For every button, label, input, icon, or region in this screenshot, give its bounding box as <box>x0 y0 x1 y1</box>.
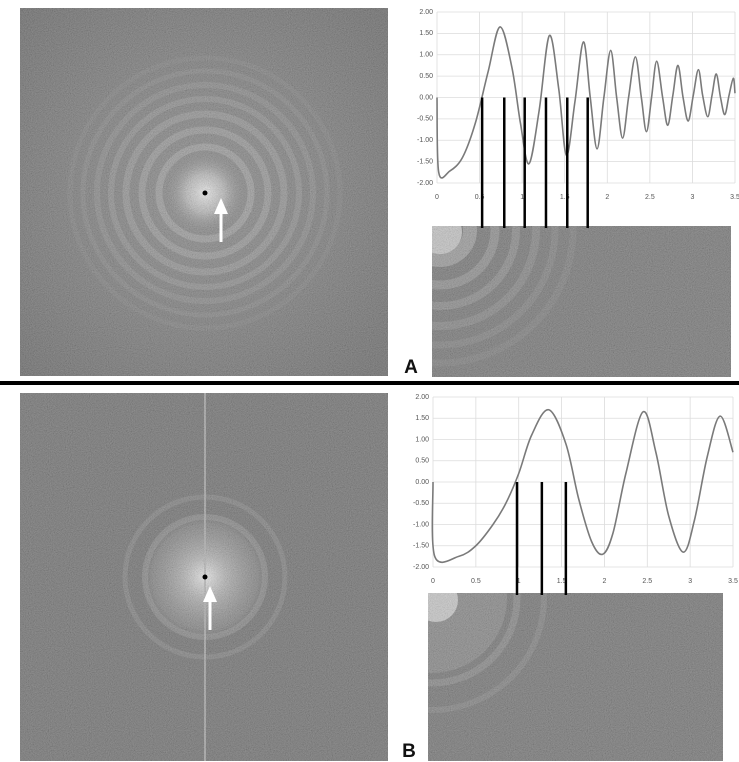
y-tick-label: 0.00 <box>419 94 433 101</box>
panel-letter: B <box>402 741 416 762</box>
ctf-curve <box>436 26 736 179</box>
x-tick-label: 1.5 <box>557 578 567 585</box>
y-tick-label: 0.00 <box>415 479 429 486</box>
x-tick-label: 0.5 <box>471 578 481 585</box>
x-tick-label: 2 <box>605 194 609 201</box>
x-tick-label: 1 <box>517 578 521 585</box>
y-tick-label: 1.00 <box>419 52 433 59</box>
diffraction-image-b <box>20 393 388 761</box>
y-tick-label: -1.50 <box>417 158 433 165</box>
x-tick-label: 0.5 <box>475 194 485 201</box>
y-tick-label: -2.00 <box>417 180 433 187</box>
x-tick-label: 3 <box>690 194 694 201</box>
y-tick-label: -2.00 <box>413 564 429 571</box>
ctf-curve <box>431 408 734 564</box>
zoom-image-a <box>432 226 731 377</box>
y-tick-label: -1.50 <box>413 543 429 550</box>
x-tick-label: 1.5 <box>560 194 570 201</box>
x-tick-label: 3.5 <box>730 194 739 201</box>
diffraction-image-a <box>20 8 388 376</box>
separator <box>0 381 739 385</box>
x-tick-label: 1 <box>520 194 524 201</box>
panel-letter: A <box>404 357 418 378</box>
x-tick-label: 0 <box>431 578 435 585</box>
x-tick-label: 2 <box>602 578 606 585</box>
zoom-image-b <box>428 593 723 761</box>
y-tick-label: -1.00 <box>413 521 429 528</box>
y-tick-label: -0.50 <box>417 116 433 123</box>
y-tick-label: 2.00 <box>415 394 429 401</box>
y-tick-label: -0.50 <box>413 500 429 507</box>
y-tick-label: 1.00 <box>415 436 429 443</box>
x-tick-label: 2.5 <box>642 578 652 585</box>
x-tick-label: 0 <box>435 194 439 201</box>
x-tick-label: 3.5 <box>728 578 738 585</box>
y-tick-label: 2.00 <box>419 9 433 16</box>
x-tick-label: 3 <box>688 578 692 585</box>
x-tick-label: 2.5 <box>645 194 655 201</box>
y-tick-label: 1.50 <box>415 415 429 422</box>
y-tick-label: 0.50 <box>419 73 433 80</box>
y-tick-label: 0.50 <box>415 458 429 465</box>
y-tick-label: -1.00 <box>417 137 433 144</box>
y-tick-label: 1.50 <box>419 30 433 37</box>
